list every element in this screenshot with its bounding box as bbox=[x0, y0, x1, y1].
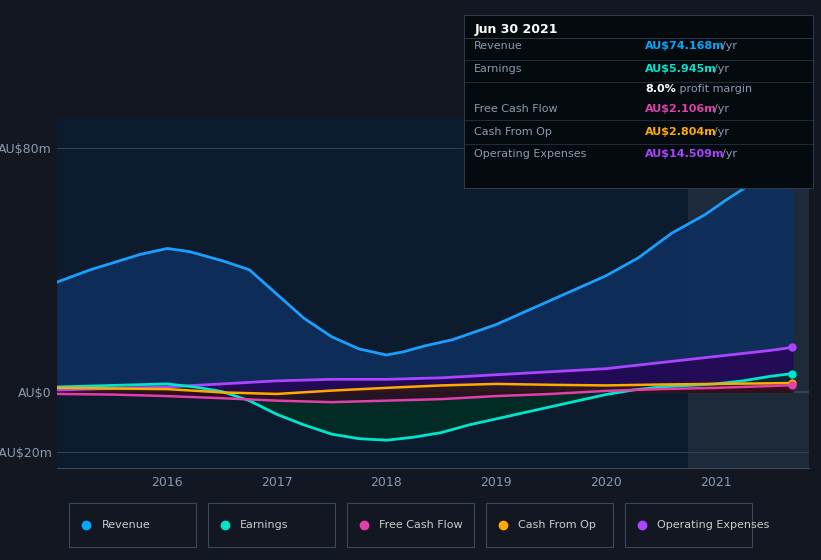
Text: Cash From Op: Cash From Op bbox=[475, 127, 553, 137]
Text: AU$2.106m: AU$2.106m bbox=[645, 104, 717, 114]
Text: Free Cash Flow: Free Cash Flow bbox=[475, 104, 558, 114]
FancyBboxPatch shape bbox=[625, 503, 752, 547]
Text: /yr: /yr bbox=[714, 104, 729, 114]
Text: AU$14.509m: AU$14.509m bbox=[645, 149, 725, 159]
Text: Jun 30 2021: Jun 30 2021 bbox=[475, 23, 557, 36]
Text: Operating Expenses: Operating Expenses bbox=[475, 149, 587, 159]
Text: Earnings: Earnings bbox=[241, 520, 289, 530]
FancyBboxPatch shape bbox=[208, 503, 335, 547]
FancyBboxPatch shape bbox=[69, 503, 196, 547]
Text: AU$5.945m: AU$5.945m bbox=[645, 64, 717, 74]
Text: /yr: /yr bbox=[714, 64, 729, 74]
FancyBboxPatch shape bbox=[346, 503, 475, 547]
Text: Earnings: Earnings bbox=[475, 64, 523, 74]
Text: Revenue: Revenue bbox=[102, 520, 150, 530]
Text: Cash From Op: Cash From Op bbox=[518, 520, 596, 530]
Text: /yr: /yr bbox=[722, 149, 737, 159]
Bar bbox=[688, 118, 809, 468]
Text: Operating Expenses: Operating Expenses bbox=[657, 520, 769, 530]
Text: /yr: /yr bbox=[722, 41, 737, 51]
Text: /yr: /yr bbox=[714, 127, 729, 137]
Text: AU$74.168m: AU$74.168m bbox=[645, 41, 725, 51]
Text: Revenue: Revenue bbox=[475, 41, 523, 51]
Text: Free Cash Flow: Free Cash Flow bbox=[379, 520, 463, 530]
Text: profit margin: profit margin bbox=[676, 85, 752, 94]
Text: 8.0%: 8.0% bbox=[645, 85, 676, 94]
FancyBboxPatch shape bbox=[486, 503, 613, 547]
Text: AU$2.804m: AU$2.804m bbox=[645, 127, 717, 137]
